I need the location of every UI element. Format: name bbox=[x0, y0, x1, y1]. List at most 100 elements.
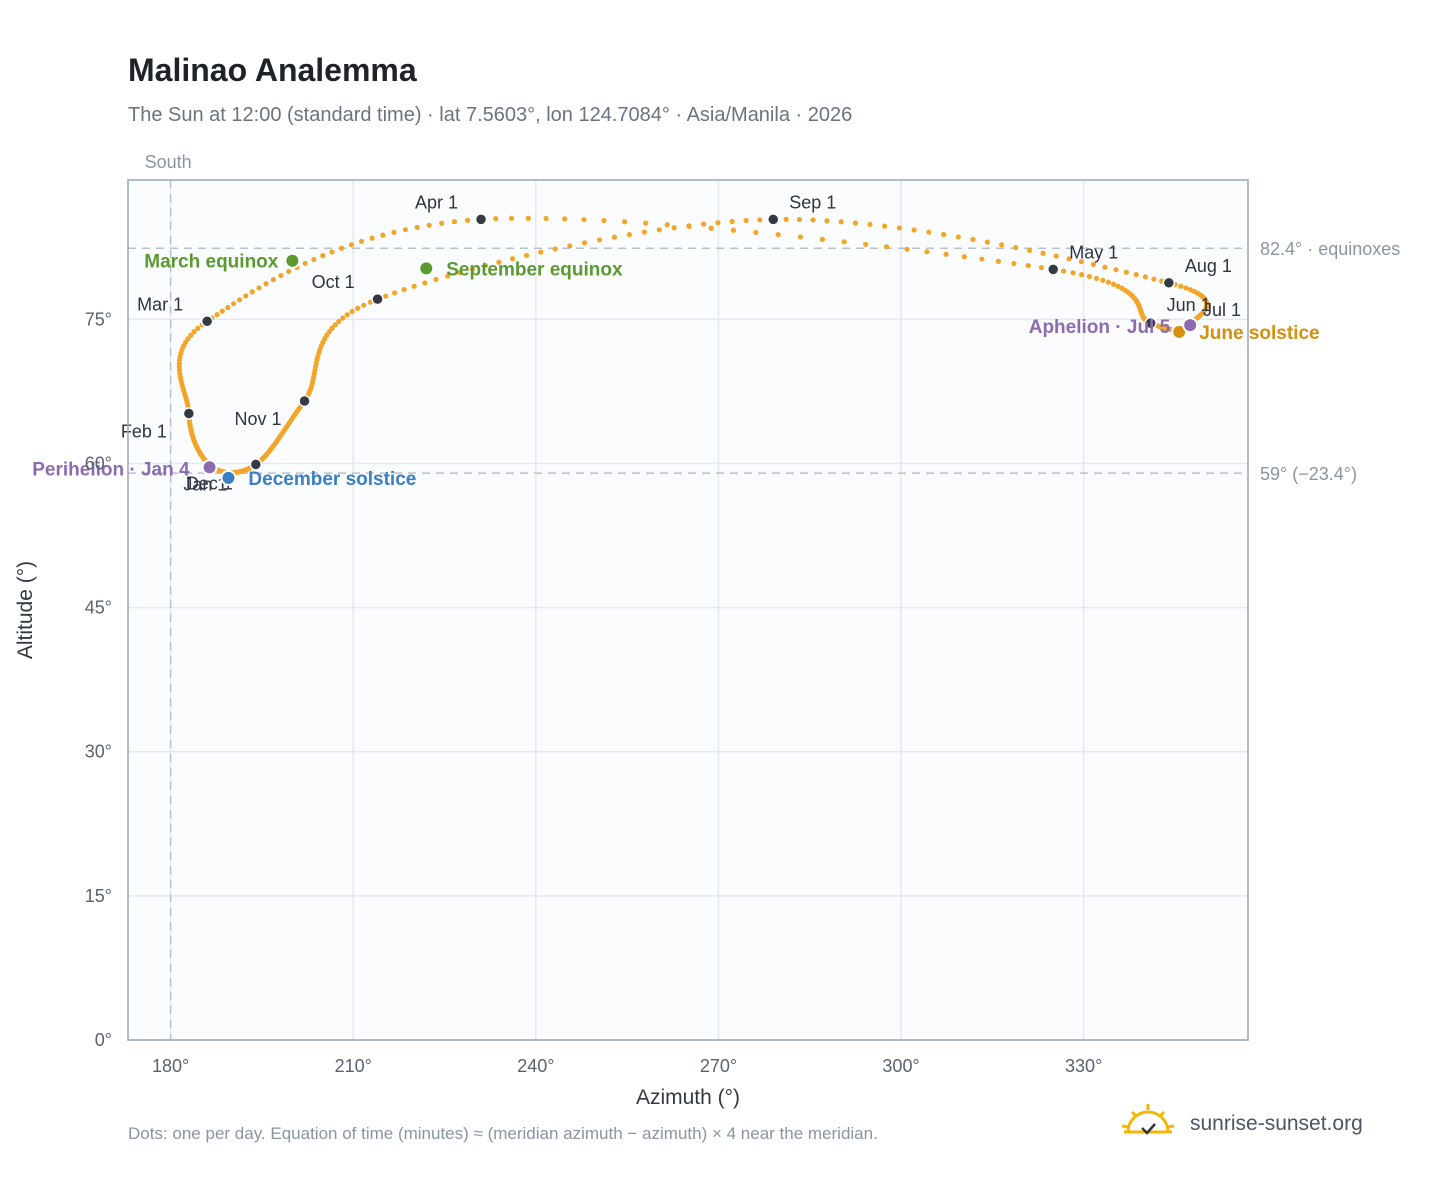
daily-dot bbox=[1040, 250, 1046, 256]
y-tick-label: 15° bbox=[85, 886, 112, 906]
daily-dot bbox=[1078, 259, 1085, 265]
month-label: Feb 1 bbox=[121, 421, 167, 441]
daily-dot bbox=[881, 223, 888, 229]
daily-dot bbox=[451, 219, 458, 225]
y-axis-label: Altitude (°) bbox=[14, 561, 37, 659]
daily-dot bbox=[1178, 283, 1184, 289]
daily-dot bbox=[349, 308, 355, 315]
daily-dot bbox=[1026, 247, 1033, 254]
daily-dot bbox=[1066, 256, 1072, 262]
daily-dot bbox=[496, 259, 502, 265]
daily-dot bbox=[753, 229, 759, 236]
plot-frame bbox=[127, 179, 1249, 1041]
daily-dot bbox=[1070, 270, 1076, 276]
daily-dot bbox=[439, 220, 445, 226]
daily-dot bbox=[433, 276, 439, 283]
daily-dot bbox=[469, 266, 476, 272]
daily-dot bbox=[581, 217, 587, 223]
daily-dot bbox=[911, 227, 917, 233]
event-label: March equinox bbox=[144, 252, 279, 273]
daily-dot bbox=[214, 312, 220, 318]
daily-dot bbox=[1110, 281, 1117, 287]
daily-dot bbox=[1011, 260, 1017, 267]
daily-dot bbox=[852, 220, 859, 226]
daily-dot bbox=[1142, 274, 1149, 280]
daily-dot bbox=[414, 224, 420, 230]
daily-dot bbox=[797, 234, 803, 240]
y-tick-label: 60° bbox=[85, 453, 112, 473]
daily-dot bbox=[1090, 261, 1097, 268]
daily-dot bbox=[311, 256, 317, 263]
daily-dot bbox=[225, 304, 231, 311]
daily-dot bbox=[1102, 264, 1108, 270]
x-tick-label: 210° bbox=[335, 1056, 372, 1076]
event-markers: March equinox September equinox June solst… bbox=[32, 252, 1319, 490]
daily-dot bbox=[383, 293, 389, 299]
daily-dot bbox=[1038, 264, 1044, 271]
daily-dot bbox=[1151, 276, 1157, 282]
daily-dot bbox=[464, 217, 471, 223]
daily-dot bbox=[582, 240, 588, 246]
month-marker bbox=[1144, 316, 1157, 330]
daily-dot bbox=[336, 318, 342, 325]
daily-dot bbox=[445, 273, 451, 279]
daily-dot bbox=[715, 220, 721, 226]
daily-dot bbox=[457, 269, 463, 276]
daily-dot bbox=[824, 218, 830, 224]
daily-dot bbox=[338, 245, 345, 251]
daily-dot bbox=[270, 277, 276, 283]
daily-dot bbox=[286, 268, 292, 275]
daily-dot bbox=[219, 308, 225, 314]
footnote: Dots: one per day. Equation of time (min… bbox=[128, 1124, 878, 1143]
reference-lines: South 82.4° · equinoxes 59° (−23.4°) bbox=[128, 152, 1400, 1040]
daily-dot bbox=[686, 223, 692, 229]
daily-dot bbox=[422, 280, 428, 286]
daily-dot bbox=[1086, 273, 1093, 280]
month-label: Nov 1 bbox=[235, 409, 282, 429]
daily-dot bbox=[256, 285, 262, 291]
daily-dot bbox=[411, 283, 417, 289]
event-label: December solstice bbox=[248, 469, 416, 490]
daily-dot bbox=[671, 225, 677, 231]
daily-dot bbox=[1060, 268, 1067, 274]
daily-dot bbox=[841, 239, 847, 245]
daily-dot bbox=[970, 236, 976, 243]
daily-dot bbox=[1115, 283, 1121, 289]
daily-dot bbox=[508, 215, 515, 221]
daily-dot bbox=[1053, 253, 1059, 259]
daily-dot bbox=[643, 220, 649, 226]
daily-dot bbox=[656, 227, 662, 233]
event-marker bbox=[220, 469, 237, 486]
x-tick-label: 270° bbox=[700, 1056, 737, 1076]
daily-dot bbox=[838, 219, 844, 225]
plot-background bbox=[128, 180, 1248, 1040]
daily-dot bbox=[426, 222, 432, 228]
altitude-reference-label: 59° (−23.4°) bbox=[1260, 464, 1357, 484]
daily-dot bbox=[380, 232, 386, 238]
daily-dot bbox=[819, 236, 826, 242]
brand-logo[interactable]: sunrise-sunset.org bbox=[1120, 1102, 1390, 1146]
month-marker bbox=[182, 407, 196, 420]
month-label: Mar 1 bbox=[137, 294, 183, 314]
daily-dot bbox=[884, 244, 890, 250]
y-tick-label: 30° bbox=[85, 742, 112, 762]
month-label: Jun 1 bbox=[1167, 295, 1211, 315]
month-marker bbox=[766, 213, 780, 226]
y-tick-label: 45° bbox=[85, 598, 112, 618]
daily-dot bbox=[391, 229, 397, 235]
daily-dot bbox=[743, 217, 749, 224]
daily-dot bbox=[185, 336, 191, 342]
daily-dot bbox=[601, 217, 607, 224]
daily-dot bbox=[195, 325, 201, 331]
month-marker bbox=[1162, 276, 1176, 290]
daily-dot bbox=[493, 216, 499, 222]
page-subtitle: The Sun at 12:00 (standard time) · lat 7… bbox=[128, 104, 853, 126]
event-marker bbox=[201, 459, 218, 476]
month-label: Apr 1 bbox=[415, 192, 458, 212]
event-marker bbox=[418, 260, 435, 277]
month-marker bbox=[298, 394, 311, 408]
x-tick-label: 240° bbox=[517, 1056, 554, 1076]
altitude-reference-label: 82.4° · equinoxes bbox=[1260, 239, 1400, 259]
month-label: Jul 1 bbox=[1203, 300, 1241, 320]
